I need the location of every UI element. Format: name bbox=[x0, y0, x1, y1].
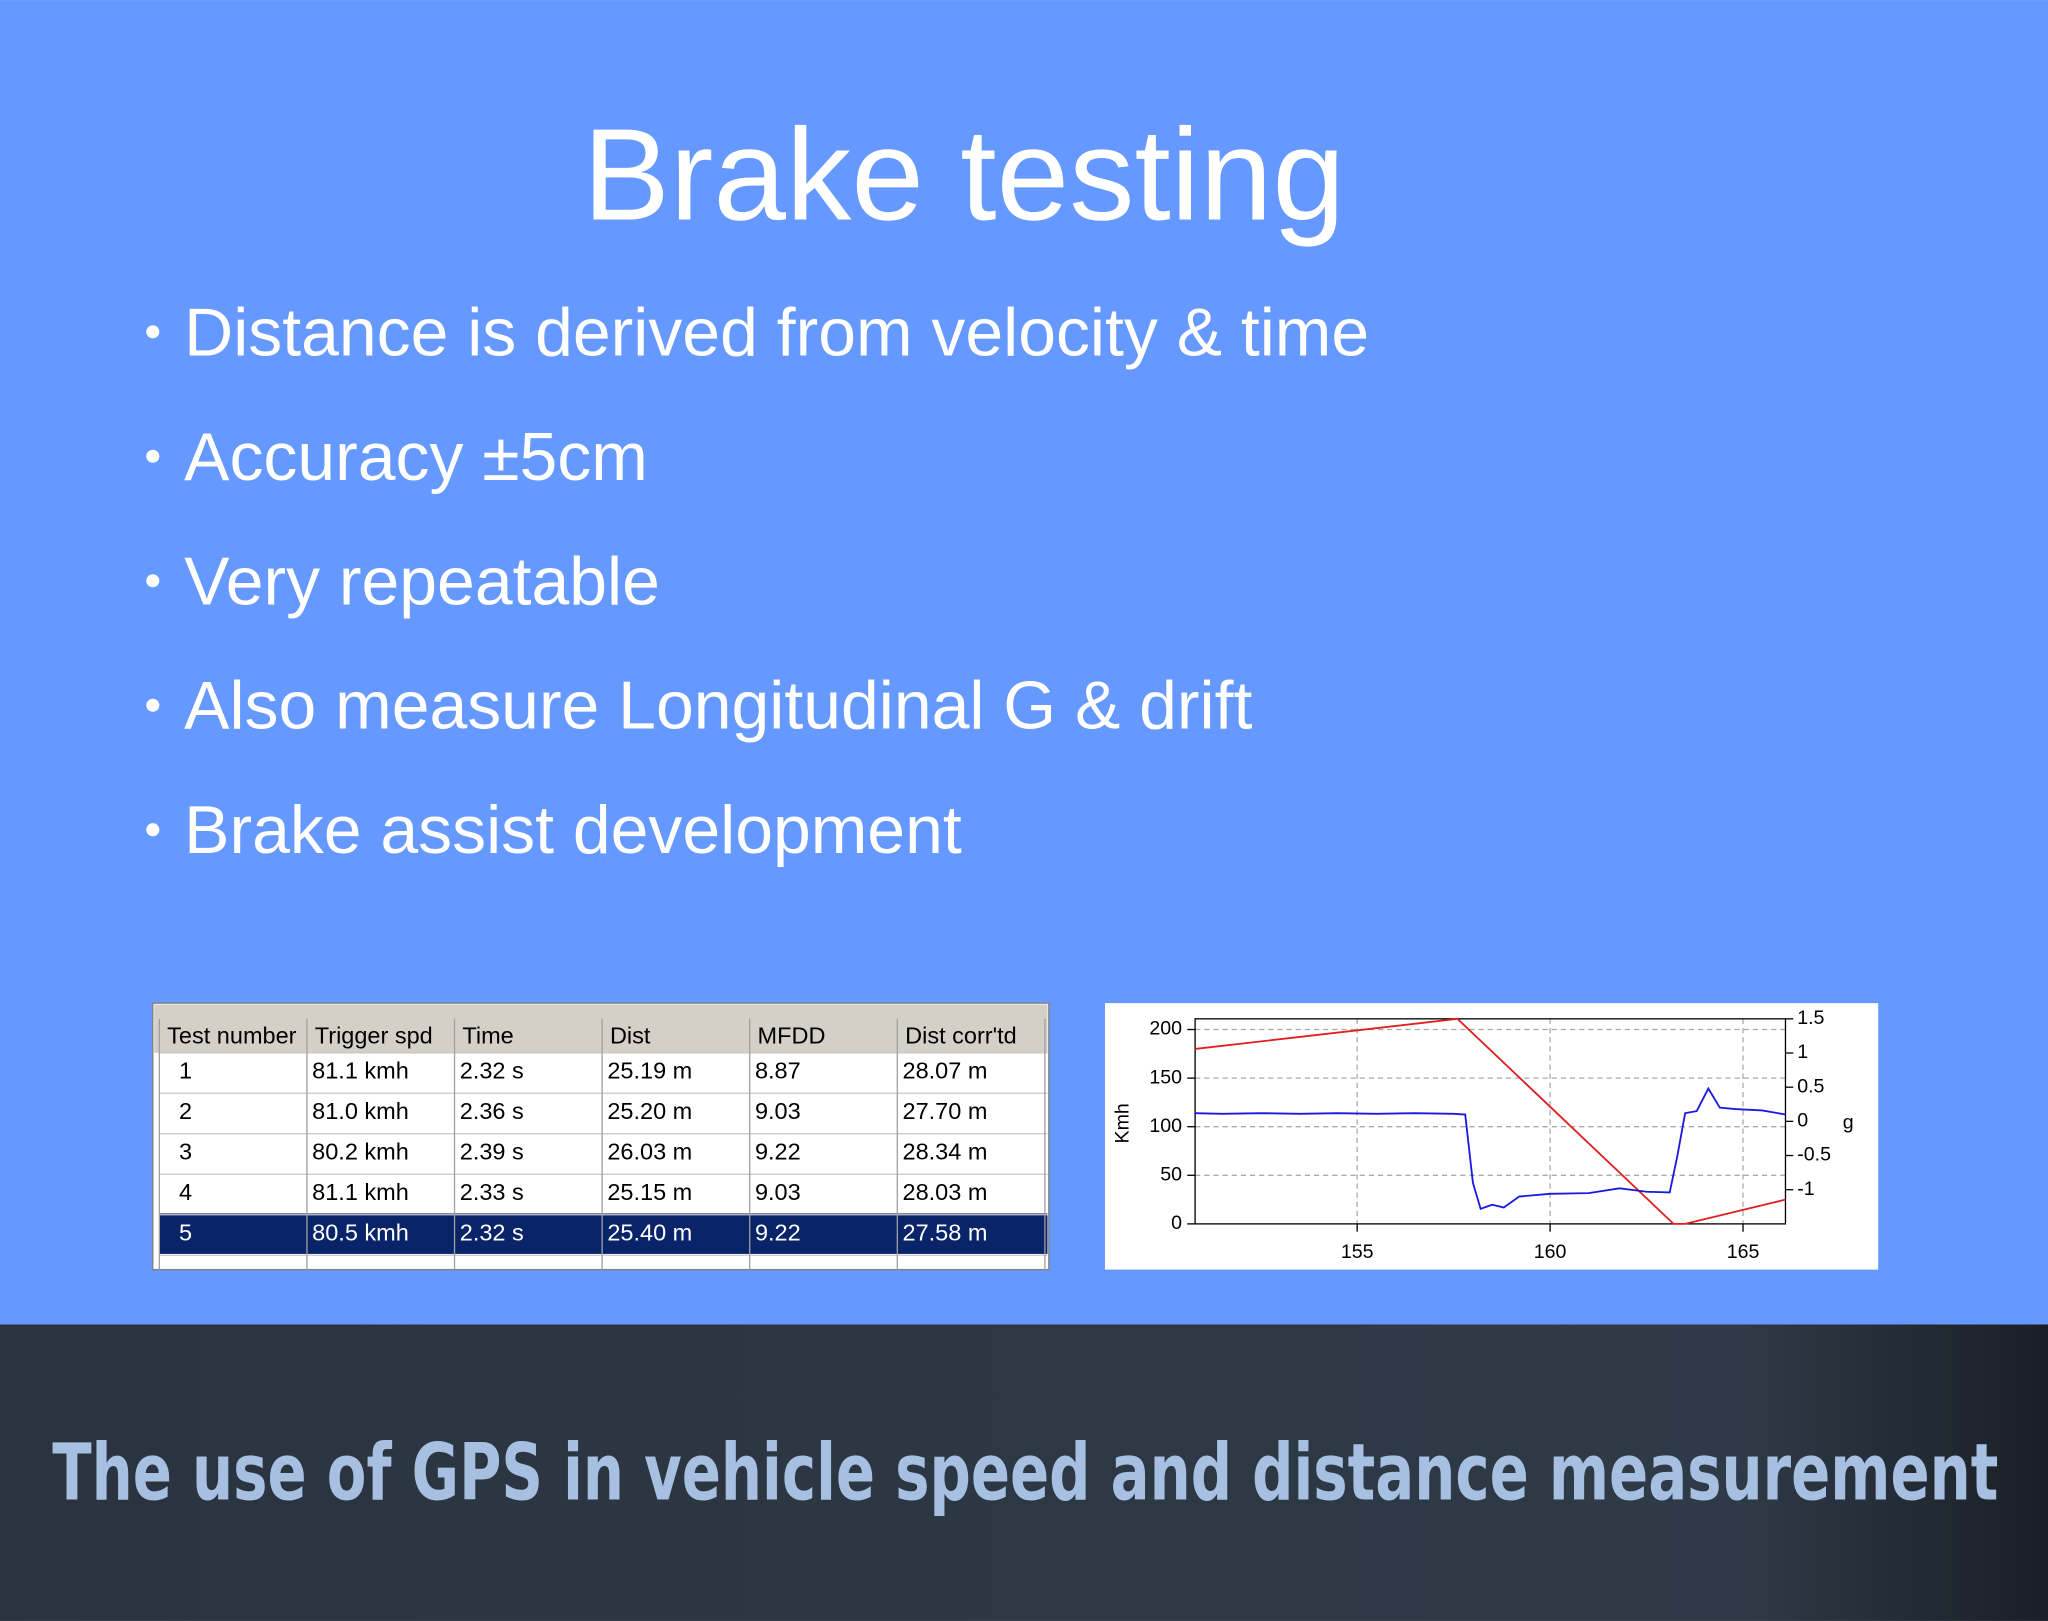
table-cell: 2.39 s bbox=[460, 1139, 524, 1165]
table-cell: 27.70 m bbox=[903, 1098, 988, 1124]
table-cell: 2.32 s bbox=[460, 1058, 524, 1084]
table-cell: 81.1 kmh bbox=[312, 1058, 409, 1084]
table-cell: 25.15 m bbox=[607, 1179, 692, 1205]
header-row bbox=[154, 1004, 1048, 1053]
table-cell: 80.5 kmh bbox=[312, 1220, 409, 1246]
table-cell: 80.2 kmh bbox=[312, 1139, 409, 1165]
bullet-text: Very repeatable bbox=[184, 544, 660, 619]
x-tick-label: 165 bbox=[1727, 1241, 1760, 1263]
bullet-text: Brake assist development bbox=[184, 793, 962, 868]
y-axis-label: Kmh bbox=[1111, 1103, 1133, 1143]
table-cell: 28.03 m bbox=[903, 1179, 988, 1205]
bullet-list: Distance is derived from velocity & time… bbox=[146, 295, 1369, 868]
table-cell: 25.19 m bbox=[607, 1058, 692, 1084]
table-cell: 5 bbox=[179, 1220, 192, 1246]
table-cell: 9.22 bbox=[755, 1220, 801, 1246]
footer-band bbox=[0, 1324, 2048, 1621]
y2-axis-label: g bbox=[1843, 1111, 1854, 1133]
bullet-text: Accuracy ±5cm bbox=[184, 420, 648, 495]
x-tick-label: 155 bbox=[1341, 1241, 1374, 1263]
y-tick-label: 50 bbox=[1160, 1163, 1182, 1185]
table-cell: 26.03 m bbox=[607, 1139, 692, 1165]
plot-frame bbox=[1194, 1018, 1787, 1225]
y2-tick-label: 0 bbox=[1797, 1110, 1808, 1132]
bullet-text: Also measure Longitudinal G & drift bbox=[184, 669, 1252, 744]
y-tick-label: 0 bbox=[1171, 1212, 1182, 1234]
table-cell: 25.20 m bbox=[607, 1098, 692, 1124]
table-cell: 2.36 s bbox=[460, 1098, 524, 1124]
bullet-dot bbox=[146, 325, 160, 339]
y2-tick-label: 1.5 bbox=[1797, 1007, 1824, 1029]
chart-panel bbox=[1104, 1003, 1879, 1270]
table-cell: 9.22 bbox=[755, 1139, 801, 1165]
column-header: Test number bbox=[167, 1022, 296, 1048]
y-tick-label: 100 bbox=[1149, 1115, 1182, 1137]
table-cell: 4 bbox=[179, 1179, 192, 1205]
table-cell: 27.58 m bbox=[903, 1220, 988, 1246]
table-cell: 81.1 kmh bbox=[312, 1179, 409, 1205]
column-header: Dist bbox=[610, 1022, 651, 1048]
column-header: Time bbox=[462, 1022, 513, 1048]
column-header: Trigger spd bbox=[315, 1022, 433, 1048]
table-cell: 81.0 kmh bbox=[312, 1098, 409, 1124]
y2-tick-label: 1 bbox=[1797, 1041, 1808, 1063]
y-tick-label: 200 bbox=[1149, 1018, 1182, 1040]
column-header: MFDD bbox=[758, 1022, 826, 1048]
table-cell: 2 bbox=[179, 1098, 192, 1124]
bullet-dot bbox=[146, 698, 160, 712]
y-tick-label: 150 bbox=[1149, 1066, 1182, 1088]
series-line bbox=[1195, 1086, 1786, 1211]
table-cell: 28.07 m bbox=[903, 1058, 988, 1084]
bullet-dot bbox=[146, 574, 160, 588]
results-table: Test number Trigger spd Time Dist MFDD Dist c… bbox=[152, 1002, 1050, 1271]
table-cell: 2.33 s bbox=[460, 1179, 524, 1205]
table-cell: 8.87 bbox=[755, 1058, 801, 1084]
y2-tick-label: 0.5 bbox=[1797, 1075, 1824, 1097]
table-cell: 3 bbox=[179, 1139, 192, 1165]
column-header: Dist corr'td bbox=[905, 1022, 1017, 1048]
table-cell: 9.03 bbox=[755, 1098, 801, 1124]
bullet-dot bbox=[146, 823, 160, 837]
footer-text: The use of GPS in vehicle speed and dist… bbox=[52, 1427, 1998, 1518]
table-cell: 9.03 bbox=[755, 1179, 801, 1205]
table-cell: 25.40 m bbox=[607, 1220, 692, 1246]
table-cell: 2.32 s bbox=[460, 1220, 524, 1246]
bullet-dot bbox=[146, 449, 160, 463]
table-cell: 1 bbox=[179, 1058, 192, 1084]
table-cell: 28.34 m bbox=[903, 1139, 988, 1165]
chart: 155 160 165 0 50 100 150 200 1.5 1 0.5 0 -0.5 -1 Kmh g bbox=[1104, 1003, 1879, 1270]
x-tick-label: 160 bbox=[1534, 1241, 1567, 1263]
series-line bbox=[1194, 1017, 1786, 1225]
bullet-text: Distance is derived from velocity & time bbox=[184, 295, 1369, 370]
y2-tick-label: -0.5 bbox=[1797, 1144, 1831, 1166]
slide-title: Brake testing bbox=[583, 101, 1345, 247]
y2-tick-label: -1 bbox=[1797, 1178, 1814, 1200]
